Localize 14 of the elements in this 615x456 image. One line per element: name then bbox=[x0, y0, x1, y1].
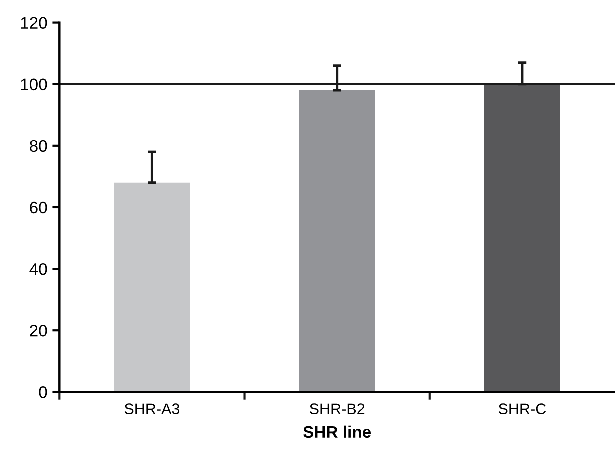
y-tick-label: 60 bbox=[30, 202, 48, 214]
y-tick-label: 80 bbox=[30, 140, 48, 152]
y-tick-label: 100 bbox=[21, 78, 48, 91]
x-tick-label: SHR-B2 bbox=[310, 404, 365, 414]
x-axis-title: SHR line bbox=[304, 426, 372, 438]
x-tick-label: SHR-A3 bbox=[124, 404, 180, 414]
y-tick-label: 0 bbox=[39, 386, 48, 398]
y-tick-label: 20 bbox=[30, 325, 48, 337]
y-tick-label: 40 bbox=[30, 263, 48, 276]
bar bbox=[299, 90, 376, 392]
bar bbox=[484, 84, 560, 392]
y-tick-label: 120 bbox=[21, 17, 48, 30]
bar bbox=[114, 182, 190, 392]
x-tick-label: SHR-C bbox=[498, 404, 546, 414]
